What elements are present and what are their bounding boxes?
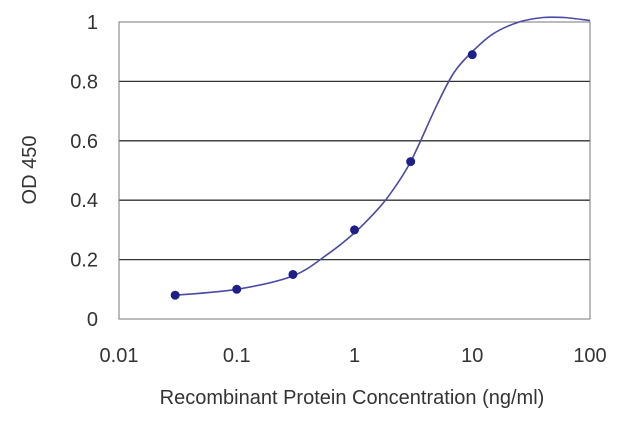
y-tick-label-3: 0.6 <box>70 131 98 153</box>
x-tick-label-1: 0.1 <box>223 345 251 367</box>
x-axis-title: Recombinant Protein Concentration (ng/ml… <box>160 387 545 409</box>
plot-frame <box>118 21 591 320</box>
data-point-2 <box>232 284 242 294</box>
x-tick-labels: 0.01 0.1 1 10 100 <box>100 345 607 367</box>
x-tick-label-2: 1 <box>349 345 360 367</box>
y-tick-labels: 0 0.2 0.4 0.6 0.8 1 <box>70 12 98 331</box>
x-tick-label-3: 10 <box>461 345 483 367</box>
gridlines <box>119 80 590 261</box>
y-tick-label-1: 0.2 <box>70 250 98 272</box>
x-tick-label-4: 100 <box>573 345 606 367</box>
y-axis-title: OD 450 <box>19 136 41 205</box>
data-point-4 <box>350 225 359 235</box>
data-points <box>170 50 477 300</box>
data-point-5 <box>406 157 416 167</box>
x-tick-label-0: 0.01 <box>100 345 139 367</box>
y-tick-label-5: 1 <box>87 12 98 34</box>
y-tick-label-4: 0.8 <box>70 71 98 93</box>
data-point-1 <box>170 290 180 300</box>
fit-curve <box>175 16 591 296</box>
y-tick-label-2: 0.4 <box>70 190 98 212</box>
data-point-3 <box>288 269 298 279</box>
fit-curve-layer <box>175 16 591 296</box>
y-tick-label-0: 0 <box>87 309 98 331</box>
data-point-6 <box>467 50 477 60</box>
